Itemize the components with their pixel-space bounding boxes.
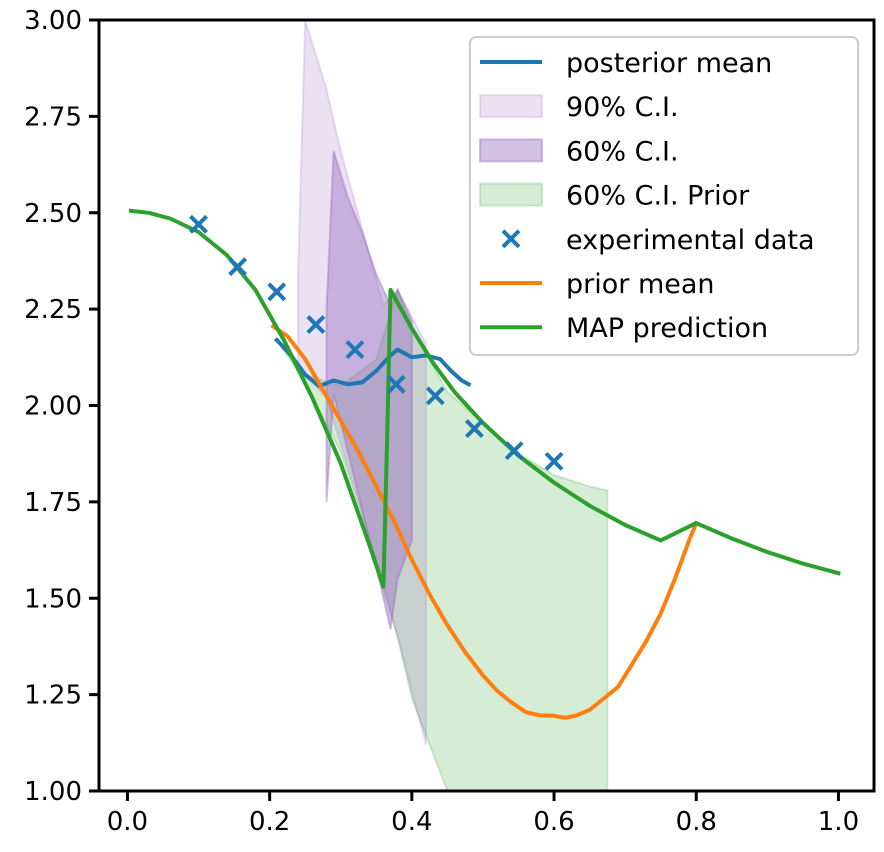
legend-patch-swatch — [479, 182, 543, 207]
data-point — [504, 441, 524, 461]
axis-ticks: 0.0 0.2 0.4 0.6 0.8 1.0 1.00 1.25 1.50 1.75 2.00 2.… — [24, 6, 859, 837]
data-point — [464, 419, 484, 439]
x-tick-label: 0.2 — [249, 807, 290, 837]
data-point — [267, 282, 287, 302]
y-tick-label: 2.00 — [24, 392, 82, 422]
data-point — [228, 257, 248, 277]
data-point — [425, 386, 445, 406]
legend-item-60-c-i-prior: 60% C.I. Prior — [479, 181, 750, 212]
legend-item-posterior-mean: posterior mean — [480, 48, 772, 79]
data-points — [189, 214, 564, 471]
band-60-c-i — [325, 150, 413, 630]
legend-item-prior-mean: prior mean — [480, 269, 715, 300]
legend-patch-swatch — [479, 138, 543, 163]
legend-label: 90% C.I. — [566, 92, 679, 123]
line-prior-mean — [270, 323, 699, 720]
legend-marker-swatch — [501, 229, 521, 249]
y-tick-label: 2.50 — [24, 199, 82, 229]
x-tick-label: 0.0 — [107, 807, 148, 837]
x-tick-label: 0.4 — [391, 807, 432, 837]
legend-label: MAP prediction — [566, 313, 768, 344]
legend-label: 60% C.I. — [566, 136, 679, 167]
legend-item-map-prediction: MAP prediction — [480, 313, 768, 344]
y-tick-label: 1.25 — [24, 681, 82, 711]
data-point — [386, 374, 406, 394]
data-point — [189, 214, 208, 234]
legend-item-60-c-i: 60% C.I. — [479, 136, 679, 167]
legend: posterior mean 90% C.I. 60% C.I. 60% C.I. P… — [469, 36, 859, 356]
x-tick-label: 1.0 — [818, 807, 859, 837]
band-60-c-i-prior — [275, 286, 609, 792]
line-posterior-mean — [273, 337, 472, 389]
y-tick-label: 3.00 — [24, 6, 82, 36]
data-point — [544, 451, 564, 471]
legend-item-experimental-data: experimental data — [501, 225, 815, 256]
y-tick-label: 1.50 — [24, 584, 82, 614]
data-point — [345, 340, 365, 360]
y-tick-label: 2.75 — [24, 102, 82, 132]
data-point — [306, 315, 326, 334]
y-tick-label: 1.00 — [24, 777, 82, 807]
legend-label: experimental data — [566, 225, 815, 256]
legend-label: prior mean — [566, 269, 715, 300]
x-tick-label: 0.8 — [676, 807, 717, 837]
legend-label: posterior mean — [566, 48, 772, 79]
legend-box — [469, 36, 859, 356]
x-tick-label: 0.6 — [533, 807, 574, 837]
y-tick-label: 2.25 — [24, 295, 82, 325]
legend-patch-swatch — [479, 94, 543, 119]
legend-item-90-c-i: 90% C.I. — [479, 92, 679, 123]
y-tick-label: 1.75 — [24, 488, 82, 518]
legend-label: 60% C.I. Prior — [566, 181, 750, 212]
